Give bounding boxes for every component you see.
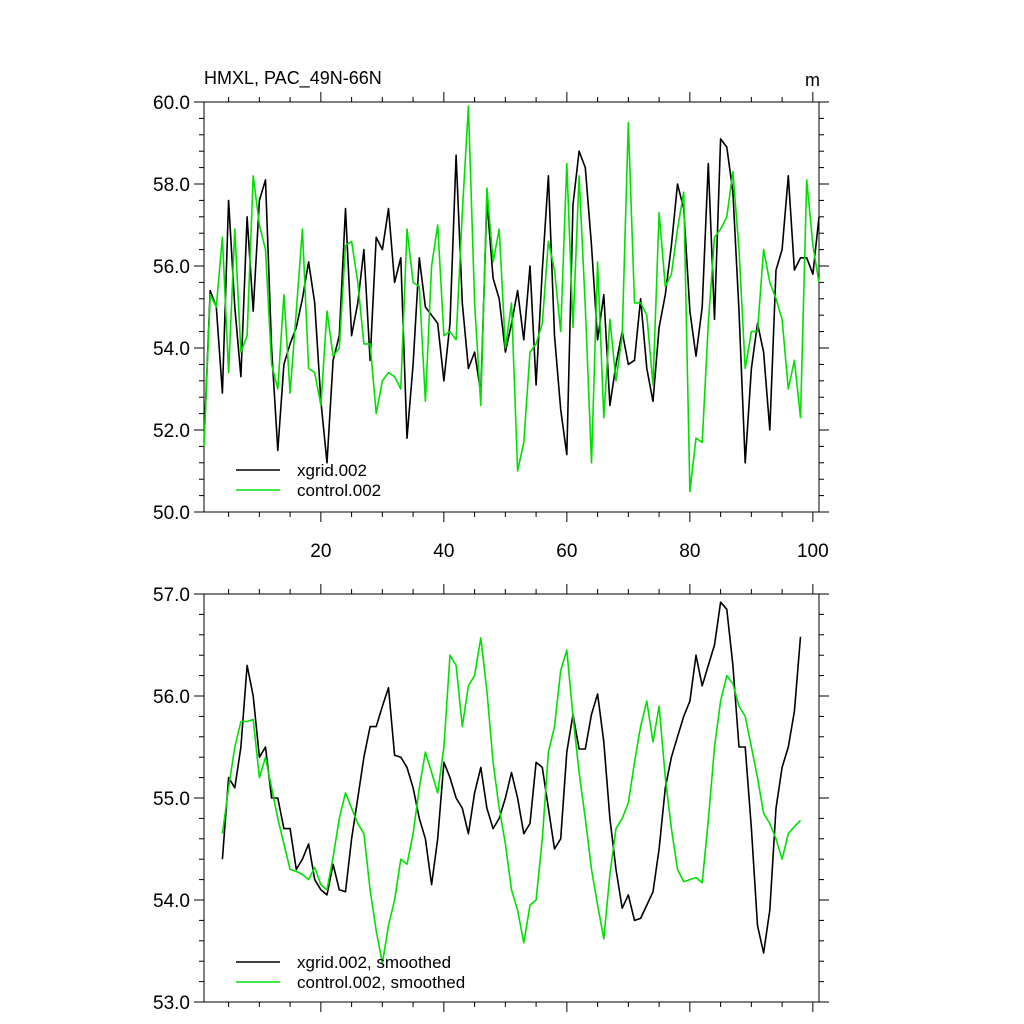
axis-ticks: 53.0 54.0 55.0 56.0 57.0 bbox=[153, 584, 829, 1014]
legend-label: xgrid.002, smoothed bbox=[297, 953, 451, 972]
x-tick-label: 20 bbox=[310, 541, 331, 562]
y-tick-label: 56.0 bbox=[153, 257, 190, 278]
series-line-black bbox=[203, 138, 820, 464]
series-line-black bbox=[221, 601, 802, 954]
x-tick-label: 80 bbox=[679, 541, 700, 562]
chart-title: HMXL, PAC_49N-66N bbox=[204, 68, 382, 89]
top-panel: HMXL, PAC_49N-66N m 50.0 52.0 54.0 56.0 58.0… bbox=[153, 68, 829, 562]
y-tick-label: 54.0 bbox=[153, 339, 190, 360]
x-tick-label: 60 bbox=[556, 541, 577, 562]
y-tick-label: 60.0 bbox=[153, 93, 190, 114]
series-line-green bbox=[203, 105, 820, 493]
plot-frame bbox=[203, 101, 820, 513]
y-tick-label: 57.0 bbox=[153, 585, 190, 606]
units-label: m bbox=[805, 70, 820, 90]
legend-label: control.002 bbox=[297, 481, 381, 500]
y-tick-label: 54.0 bbox=[153, 891, 190, 912]
y-tick-label: 55.0 bbox=[153, 789, 190, 810]
legend-label: control.002, smoothed bbox=[297, 973, 465, 992]
legend-label: xgrid.002 bbox=[297, 461, 367, 480]
y-tick-label: 58.0 bbox=[153, 175, 190, 196]
series-group bbox=[203, 105, 820, 493]
axis-ticks: 50.0 52.0 54.0 56.0 58.0 60.0 20 40 60 80 100 bbox=[153, 92, 829, 562]
y-tick-label: 56.0 bbox=[153, 687, 190, 708]
bottom-panel: 53.0 54.0 55.0 56.0 57.0 xgrid.002, smoothed… bbox=[153, 584, 829, 1014]
y-tick-label: 53.0 bbox=[153, 993, 190, 1014]
series-line-green bbox=[221, 637, 802, 965]
y-tick-label: 50.0 bbox=[153, 503, 190, 524]
x-tick-label: 100 bbox=[797, 541, 829, 562]
x-tick-label: 40 bbox=[433, 541, 454, 562]
y-tick-label: 52.0 bbox=[153, 421, 190, 442]
plot-frame bbox=[203, 593, 820, 1003]
series-group bbox=[221, 601, 802, 965]
